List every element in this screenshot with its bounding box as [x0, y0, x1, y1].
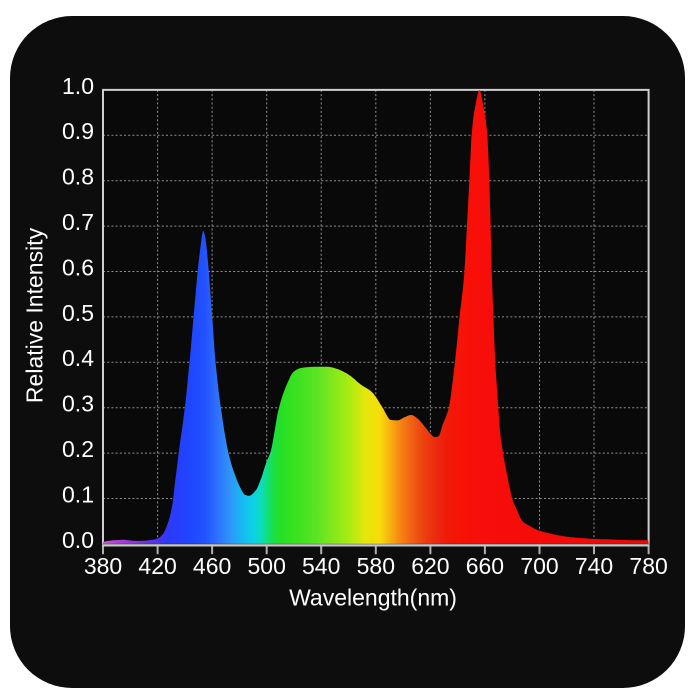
svg-text:460: 460 — [193, 553, 231, 579]
svg-text:Wavelength(nm): Wavelength(nm) — [289, 585, 457, 611]
svg-text:Relative Intensity: Relative Intensity — [22, 227, 48, 403]
svg-text:660: 660 — [466, 553, 504, 579]
svg-text:700: 700 — [520, 553, 558, 579]
svg-text:740: 740 — [575, 553, 613, 579]
svg-text:0.0: 0.0 — [62, 527, 94, 553]
svg-text:0.4: 0.4 — [62, 345, 94, 371]
svg-text:0.5: 0.5 — [62, 300, 94, 326]
svg-text:780: 780 — [629, 553, 667, 579]
svg-text:0.2: 0.2 — [62, 436, 94, 462]
svg-text:540: 540 — [302, 553, 340, 579]
svg-text:380: 380 — [84, 553, 122, 579]
svg-text:0.1: 0.1 — [62, 481, 94, 507]
svg-text:420: 420 — [138, 553, 176, 579]
svg-text:0.9: 0.9 — [62, 118, 94, 144]
svg-text:500: 500 — [248, 553, 286, 579]
svg-text:580: 580 — [357, 553, 395, 579]
svg-text:0.8: 0.8 — [62, 164, 94, 190]
svg-text:0.7: 0.7 — [62, 209, 94, 235]
svg-text:0.3: 0.3 — [62, 391, 94, 417]
svg-text:1.0: 1.0 — [62, 73, 94, 99]
svg-text:620: 620 — [411, 553, 449, 579]
svg-text:0.6: 0.6 — [62, 254, 94, 280]
